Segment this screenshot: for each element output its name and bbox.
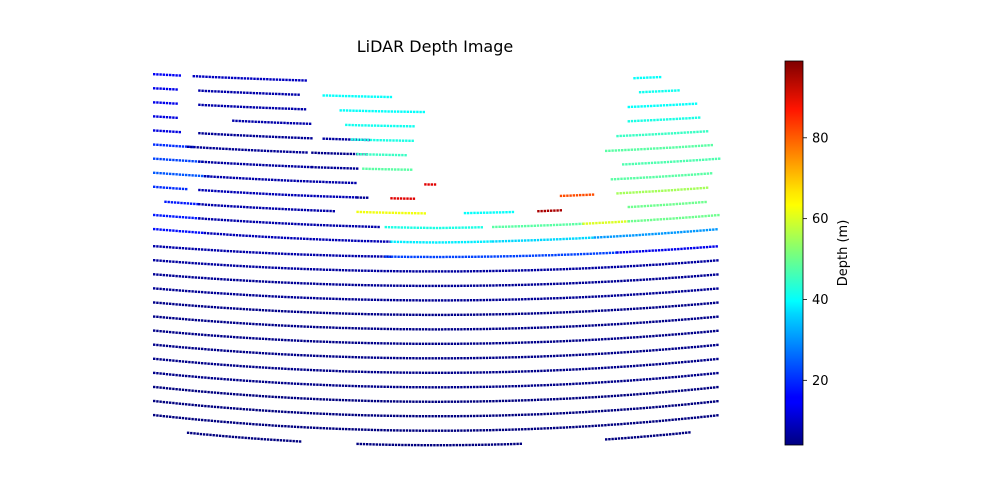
scan-segment [153, 129, 181, 134]
scan-segment [153, 315, 719, 331]
scan-segment [362, 167, 413, 171]
scan-segment [390, 240, 492, 244]
scan-segment [192, 75, 307, 82]
depth-image-plot [153, 73, 721, 447]
scan-segment [153, 371, 719, 389]
scan-segment [610, 172, 713, 181]
scan-segment [638, 89, 680, 94]
scan-segment [492, 236, 594, 243]
scan-segment [153, 399, 719, 418]
scan-segment [153, 413, 719, 432]
scan-segment [627, 102, 698, 109]
scan-segment [186, 431, 302, 443]
scan-segment [356, 442, 522, 447]
colorbar-ticks: 20 40 60 80 [803, 131, 829, 389]
colorbar-tick-label: 40 [812, 293, 829, 308]
scan-segment [153, 357, 719, 374]
scan-segment [311, 151, 368, 156]
scan-segment [593, 228, 718, 239]
scan-segment [153, 213, 201, 220]
scan-segment [463, 210, 515, 215]
scan-segment [153, 115, 178, 119]
scan-segment [627, 200, 707, 209]
colorbar [784, 60, 804, 446]
scan-segment [339, 109, 425, 114]
colorbar-tick-label: 20 [812, 374, 829, 389]
scan-segment [605, 431, 691, 441]
scan-segment [582, 220, 630, 225]
scan-segment [153, 73, 181, 77]
scan-segment [153, 245, 393, 258]
scan-segment [633, 75, 662, 80]
scan-segment [186, 145, 308, 154]
scan-segment [492, 222, 584, 229]
scan-segment [153, 227, 204, 234]
scan-segment [153, 329, 719, 345]
scan-segment [153, 157, 204, 163]
scan-segment [345, 123, 415, 128]
colorbar-tick-label: 60 [812, 212, 829, 227]
scan-segment [356, 210, 426, 215]
scan-segment [390, 197, 416, 200]
scan-segment [153, 185, 188, 191]
scan-segment [153, 301, 719, 317]
scan-segment [153, 87, 178, 91]
scan-segment [198, 132, 313, 140]
scan-segment [627, 213, 720, 223]
scan-segment [424, 183, 437, 186]
scan-segment [153, 273, 719, 288]
scan-segment [198, 89, 300, 96]
colorbar-label: Depth (m) [836, 220, 851, 287]
scan-segment [153, 171, 210, 178]
scan-segment [198, 217, 380, 229]
scan-segment [153, 385, 719, 403]
scan-segment [153, 101, 178, 105]
scan-segment [322, 94, 393, 99]
scan-segment [153, 343, 719, 360]
scan-segment [605, 143, 713, 153]
chart-title: LiDAR Depth Image [357, 37, 513, 56]
scan-segment [203, 175, 357, 185]
scan-segment [559, 193, 595, 198]
scan-segment [616, 245, 718, 254]
scan-segment [198, 203, 335, 213]
scan-segment [627, 116, 701, 123]
scan-segment [198, 160, 313, 169]
scan-segment [350, 138, 414, 142]
scan-segment [622, 157, 721, 166]
scan-segment [616, 186, 709, 195]
scan-segment [616, 130, 709, 138]
scan-segment [356, 196, 369, 199]
scan-segment [198, 103, 307, 111]
scan-segment [198, 188, 358, 199]
scan-segment [232, 119, 312, 125]
scan-segment [311, 165, 359, 170]
scan-segment [384, 251, 618, 259]
scan-segment [153, 143, 194, 149]
scan-segment [164, 200, 199, 206]
scan-segment [153, 259, 719, 273]
scan-segment [203, 231, 392, 243]
scan-segment [356, 152, 407, 157]
colorbar-tick-label: 80 [812, 131, 829, 146]
scan-segment [537, 209, 562, 213]
scan-segment [384, 225, 483, 230]
scan-segment [153, 287, 719, 302]
